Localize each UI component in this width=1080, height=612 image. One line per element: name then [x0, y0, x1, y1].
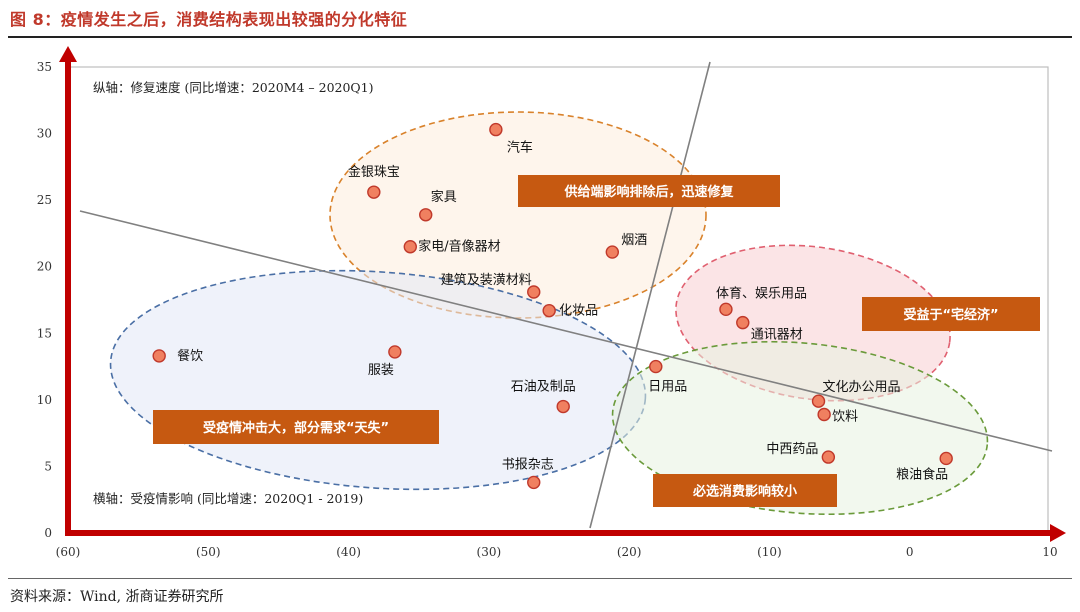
x-tick-label: (20)	[617, 545, 642, 559]
x-tick-label: (30)	[477, 545, 502, 559]
data-point	[736, 315, 750, 330]
data-point-label: 饮料	[832, 410, 858, 425]
y-axis-title: 纵轴：修复速度 (同比增速：2020M4 – 2020Q1)	[93, 80, 374, 95]
data-point-label: 石油及制品	[511, 380, 576, 395]
divider-line-vertical	[589, 61, 711, 529]
y-tick-label: 30	[37, 127, 52, 141]
data-point-label: 化妆品	[559, 304, 598, 319]
data-point-label: 服装	[368, 363, 394, 378]
x-tick-label: (50)	[196, 545, 221, 559]
x-tick-label: (40)	[336, 545, 361, 559]
data-point	[542, 303, 556, 318]
data-point	[388, 345, 402, 359]
data-point-label: 建筑及装潢材料	[441, 272, 532, 288]
x-tick-label: (60)	[56, 545, 81, 559]
callout-box	[653, 474, 837, 507]
y-tick-label: 10	[37, 393, 52, 407]
y-tick-label: 0	[44, 526, 52, 540]
divider-line-horizontal	[79, 210, 1053, 452]
data-point	[719, 302, 733, 317]
title-divider	[8, 36, 1072, 38]
data-point-label: 中西药品	[766, 442, 818, 457]
data-point-label: 家电/音像器材	[418, 239, 500, 255]
y-axis-arrow	[59, 46, 77, 62]
data-point	[811, 394, 826, 408]
figure-title: 图 8：疫情发生之后，消费结构表现出较强的分化特征	[10, 10, 408, 29]
data-point	[939, 451, 953, 466]
x-tick-label: 10	[1042, 545, 1057, 559]
data-point	[649, 359, 663, 374]
y-tick-label: 5	[44, 459, 52, 473]
y-tick-label: 20	[37, 260, 52, 274]
data-point	[556, 399, 570, 414]
data-point	[367, 185, 381, 199]
data-point	[152, 349, 166, 363]
ellipse-essential	[611, 340, 989, 516]
data-point	[817, 407, 831, 422]
data-point-label: 粮油食品	[896, 466, 948, 482]
x-tick-label: (10)	[757, 545, 782, 559]
data-point-label: 日用品	[648, 380, 687, 395]
data-point	[527, 475, 541, 490]
data-point-label: 餐饮	[177, 348, 203, 364]
x-axis-arrow	[1050, 524, 1066, 542]
source-divider	[8, 578, 1072, 579]
data-point	[419, 208, 433, 222]
x-axis-title: 横轴：受疫情影响 (同比增速：2020Q1 - 2019)	[93, 491, 363, 506]
y-tick-label: 15	[37, 326, 52, 340]
scatter-chart: (60) (50) (40) (30) (20) (10) 0 10 0 5 10 15 20 25 30 3…	[37, 46, 1066, 559]
y-tick-label: 35	[37, 60, 52, 74]
data-point	[527, 285, 541, 299]
callout-text: 必选消费影响较小	[692, 484, 797, 500]
callout-text: 供给端影响排除后，迅速修复	[563, 184, 734, 200]
callout-box	[862, 297, 1040, 331]
data-point-label: 金银珠宝	[348, 164, 400, 180]
data-point-label: 烟酒	[621, 233, 647, 248]
callout-text: 受益于“宅经济”	[903, 307, 998, 323]
callout-text: 受疫情冲击大，部分需求“天失”	[203, 420, 389, 436]
data-point-label: 文化办公用品	[823, 380, 901, 395]
x-tick-label: 0	[906, 545, 914, 559]
y-tick-label: 25	[37, 193, 52, 207]
data-point-label: 家具	[431, 189, 457, 205]
data-point-label: 通讯器材	[751, 328, 803, 343]
data-point-label: 体育、娱乐用品	[716, 285, 807, 301]
data-point	[489, 122, 503, 137]
source-note: 资料来源：Wind, 浙商证券研究所	[10, 589, 224, 605]
data-point	[605, 245, 620, 259]
callout-box	[518, 175, 780, 207]
data-point	[403, 240, 417, 254]
data-point-label: 汽车	[507, 140, 533, 156]
callout-box	[153, 410, 439, 444]
data-point-label: 书报杂志	[502, 457, 554, 472]
data-point	[821, 450, 836, 464]
